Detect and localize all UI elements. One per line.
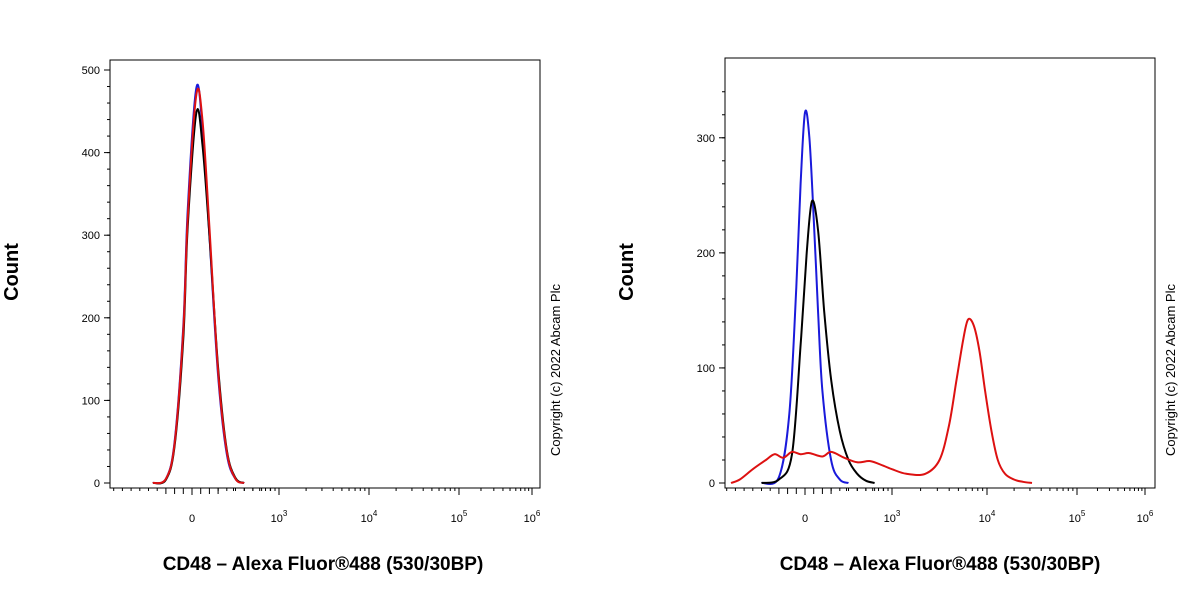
y-tick-label: 300 (82, 230, 100, 242)
y-tick-label: 500 (82, 65, 100, 77)
x-tick-label: 103 (884, 509, 901, 525)
x-tick-label: 0 (802, 513, 808, 525)
series-line-black (761, 199, 875, 484)
x-tick-label: 106 (524, 509, 541, 525)
series-line-red (152, 87, 245, 485)
y-tick-label: 0 (709, 478, 715, 490)
x-tick-label: 104 (979, 509, 996, 525)
x-ticks: 0 103 104 105 106 (113, 488, 541, 525)
y-axis-label: Count (616, 243, 638, 301)
y-tick-label: 400 (82, 148, 100, 160)
y-tick-label: 100 (697, 363, 715, 375)
y-tick-label: 0 (94, 478, 100, 490)
x-axis-label: CD48 – Alexa Fluor®488 (530/30BP) (780, 554, 1101, 575)
copyright-text: Copyright (c) 2022 Abcam Plc (548, 284, 563, 456)
x-axis-label: CD48 – Alexa Fluor®488 (530/30BP) (163, 554, 484, 575)
series-line-red (730, 317, 1033, 484)
copyright-text: Copyright (c) 2022 Abcam Plc (1163, 284, 1178, 456)
series-lines (152, 83, 245, 485)
series-line-black (152, 108, 245, 485)
x-tick-label: 103 (271, 509, 288, 525)
right-histogram-panel: 0 100 200 300 0 103 104 105 106 Count CD48 – Al… (616, 57, 1178, 575)
series-line-blue (761, 109, 849, 486)
plot-frame (724, 57, 1156, 489)
y-tick-label: 200 (697, 248, 715, 260)
left-histogram-panel: 0 100 200 300 400 500 0 103 104 105 106 Count CD4… (1, 59, 563, 575)
x-tick-label: 105 (451, 509, 468, 525)
x-tick-label: 106 (1137, 509, 1154, 525)
x-ticks: 0 103 104 105 106 (726, 488, 1154, 525)
y-tick-label: 100 (82, 395, 100, 407)
series-lines (730, 109, 1033, 486)
y-tick-label: 300 (697, 133, 715, 145)
y-ticks: 0 100 200 300 (697, 91, 725, 490)
x-tick-label: 104 (361, 509, 378, 525)
y-tick-label: 200 (82, 313, 100, 325)
x-tick-label: 105 (1069, 509, 1086, 525)
y-ticks: 0 100 200 300 400 500 (82, 65, 110, 490)
plot-frame (109, 59, 541, 489)
x-tick-label: 0 (189, 513, 195, 525)
series-line-blue (152, 83, 245, 485)
y-axis-label: Count (1, 243, 23, 301)
